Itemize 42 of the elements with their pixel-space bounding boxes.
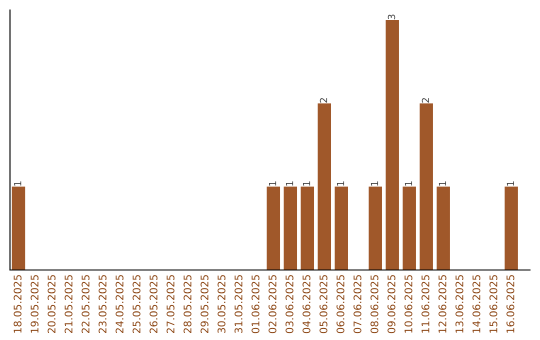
x-tick-label: 02.06.2025 [268,275,276,334]
x-tick-label: 16.06.2025 [506,275,514,333]
data-label: 2 [422,98,430,103]
x-tick-label: 07.06.2025 [354,275,362,334]
data-label: 1 [506,181,514,186]
x-tick-label: 29.05.2025 [200,275,208,334]
data-label: 1 [14,181,22,186]
x-tick-label: 24.05.2025 [116,275,124,334]
data-label: 1 [438,181,446,186]
x-tick-label: 30.05.2025 [218,275,226,334]
data-label: 3 [388,14,396,20]
x-tick-label: 04.06.2025 [302,275,310,334]
data-label: 1 [302,181,310,186]
x-tick-label: 12.06.2025 [438,275,446,333]
x-tick-label: 23.05.2025 [98,275,106,334]
x-tick-label: 13.06.2025 [455,275,464,333]
x-tick-label: 06.06.2025 [336,275,344,334]
x-tick-label: 19.05.2025 [30,275,39,333]
data-label: 1 [286,181,294,186]
x-tick-label: 08.06.2025 [370,275,378,334]
x-tick-label: 01.06.2025 [252,275,260,334]
x-tick-label: 22.05.2025 [82,275,90,334]
data-label: 1 [404,181,412,186]
x-tick-label: 25.05.2025 [132,275,140,334]
x-tick-label: 14.06.2025 [472,275,480,333]
x-tick-label: 28.05.2025 [184,275,192,334]
data-label: 1 [370,181,378,186]
x-tick-label: 03.06.2025 [286,275,294,334]
data-label: 2 [320,98,328,103]
x-tick-label: 11.06.2025 [421,275,430,333]
x-tick-label: 20.05.2025 [48,275,56,334]
x-tick-label: 31.05.2025 [234,275,242,334]
data-label: 1 [268,181,276,186]
x-tick-label: 05.06.2025 [320,275,328,334]
x-tick-label: 18.05.2025 [14,275,22,333]
data-label: 1 [336,181,344,186]
x-tick-label: 15.06.2025 [489,275,498,333]
x-tick-label: 26.05.2025 [150,275,158,334]
x-tick-label: 09.06.2025 [387,275,396,334]
x-tick-label: 27.05.2025 [166,275,174,334]
x-tick-label: 10.06.2025 [404,275,412,333]
x-tick-label: 21.05.2025 [64,275,72,334]
